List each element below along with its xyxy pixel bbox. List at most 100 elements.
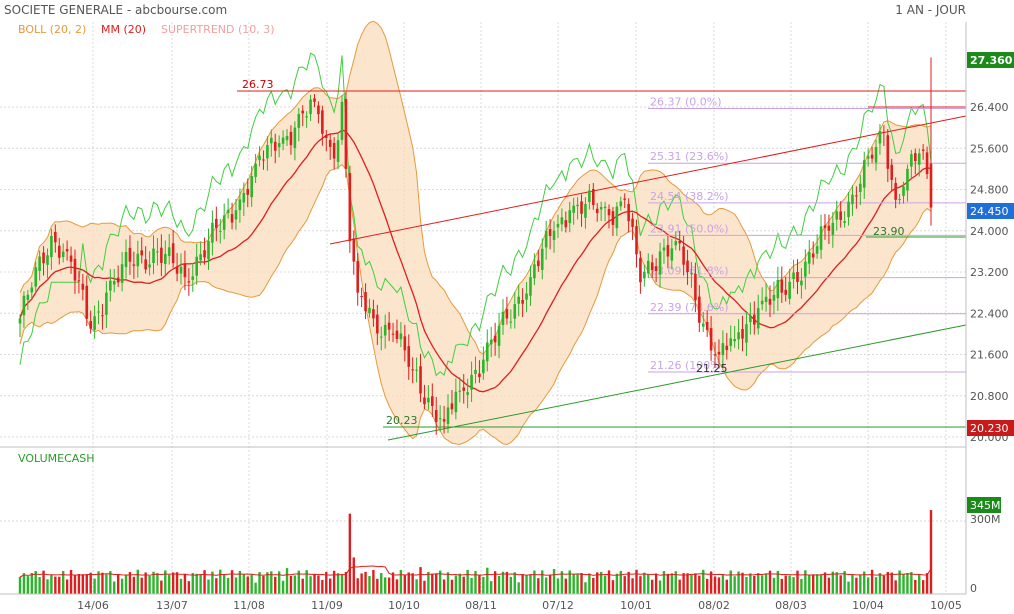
candle-body: [462, 387, 466, 391]
candle-body: [285, 135, 289, 141]
candle-body: [694, 273, 697, 301]
candle-body: [705, 322, 709, 330]
volume-bar: [423, 580, 426, 594]
candle-body: [670, 248, 674, 261]
volume-bar: [564, 578, 568, 594]
candle-body: [466, 392, 469, 395]
candle-body: [627, 203, 630, 222]
volume-bar: [870, 569, 874, 594]
volume-bar: [391, 572, 395, 594]
candle-body: [372, 309, 375, 319]
volume-bar: [97, 571, 100, 594]
candle-body: [317, 105, 320, 115]
candle-body: [364, 292, 367, 312]
volume-bar: [521, 574, 524, 594]
volume-bar: [152, 571, 155, 594]
volume-bar: [886, 572, 890, 594]
candle-body: [470, 374, 473, 390]
candle-body: [686, 260, 689, 272]
volume-bar: [698, 575, 701, 594]
volume-bar: [277, 571, 281, 594]
volume-bar: [517, 582, 520, 594]
volume-bar: [340, 574, 344, 594]
volume-bar: [171, 572, 175, 594]
volume-bar: [352, 557, 355, 594]
candle-body: [438, 418, 442, 420]
volume-bar: [140, 577, 143, 594]
volume-bar: [486, 567, 489, 594]
volume-bar: [874, 577, 878, 594]
volume-bar: [69, 569, 73, 594]
volume-bar: [658, 580, 662, 594]
legend-bollinger: BOLL (20, 2): [18, 23, 86, 36]
volume-bar: [187, 581, 191, 594]
candle-body: [222, 215, 226, 230]
volume-bar: [556, 578, 560, 594]
volume-bar: [89, 572, 92, 594]
last-price-tag: [967, 52, 1014, 68]
volume-bar: [918, 574, 921, 594]
candle-body: [552, 230, 556, 241]
volume-bar: [183, 573, 187, 594]
candle-body: [411, 369, 414, 371]
volume-bar: [77, 574, 81, 594]
candle-body: [403, 336, 407, 351]
volume-bar: [808, 574, 811, 594]
candle-body: [843, 221, 846, 223]
candle-body: [336, 140, 340, 162]
volume-bar: [442, 579, 446, 594]
candle-body: [105, 292, 108, 315]
date-tick-label: 10/04: [852, 599, 884, 612]
volume-bar: [427, 571, 430, 594]
annotation-pivot-low: 21.25: [696, 362, 728, 375]
volume-bar: [599, 571, 603, 594]
candle-body: [395, 330, 399, 340]
candle-body: [148, 264, 151, 268]
volume-bar: [329, 578, 332, 594]
candle-body: [823, 225, 827, 228]
price-tick-label: 24.000: [970, 225, 1009, 238]
candle-body: [156, 251, 159, 253]
volume-bar: [533, 570, 536, 594]
candle-body: [847, 201, 850, 218]
candle-body: [226, 209, 230, 214]
candle-body: [623, 198, 627, 200]
candle-body: [917, 153, 921, 165]
volume-bar: [647, 574, 650, 594]
candle-body: [674, 241, 678, 246]
volume-bar: [301, 578, 304, 594]
volume-bar: [678, 579, 681, 594]
candle-body: [30, 287, 34, 293]
candle-body: [61, 251, 65, 258]
candle-body: [745, 324, 748, 343]
volume-bar: [61, 570, 65, 594]
volume-bar: [866, 577, 870, 594]
candle-body: [46, 255, 49, 265]
candle-body: [446, 407, 450, 424]
volume-bar: [226, 577, 230, 594]
volume-bar: [195, 573, 198, 594]
current-level-tag: [967, 203, 1014, 219]
volume-bar: [596, 572, 599, 594]
candle-body: [324, 135, 328, 138]
date-tick-label: 13/07: [156, 599, 188, 612]
volume-bar: [219, 569, 222, 594]
volume-bar: [22, 573, 26, 594]
candle-body: [328, 139, 332, 147]
volume-bar: [332, 570, 336, 594]
candle-body: [387, 322, 391, 330]
bollinger-upper: [19, 20, 932, 355]
volume-bar: [643, 572, 646, 594]
candle-body: [851, 194, 854, 205]
candle-body: [713, 354, 717, 356]
volume-bar: [395, 579, 399, 594]
candle-body: [611, 211, 615, 225]
date-axis: 14/06 13/07 11/08 11/09 10/10 08/11 07/12 10/01…: [77, 599, 962, 612]
fib-level-label: 23.09 (61.8%): [650, 265, 729, 278]
volume-bar: [38, 577, 41, 594]
volume-bar: [105, 574, 108, 594]
candle-body: [22, 295, 26, 316]
candle-body: [772, 294, 776, 301]
candle-body: [890, 164, 894, 180]
candle-body: [650, 262, 654, 271]
